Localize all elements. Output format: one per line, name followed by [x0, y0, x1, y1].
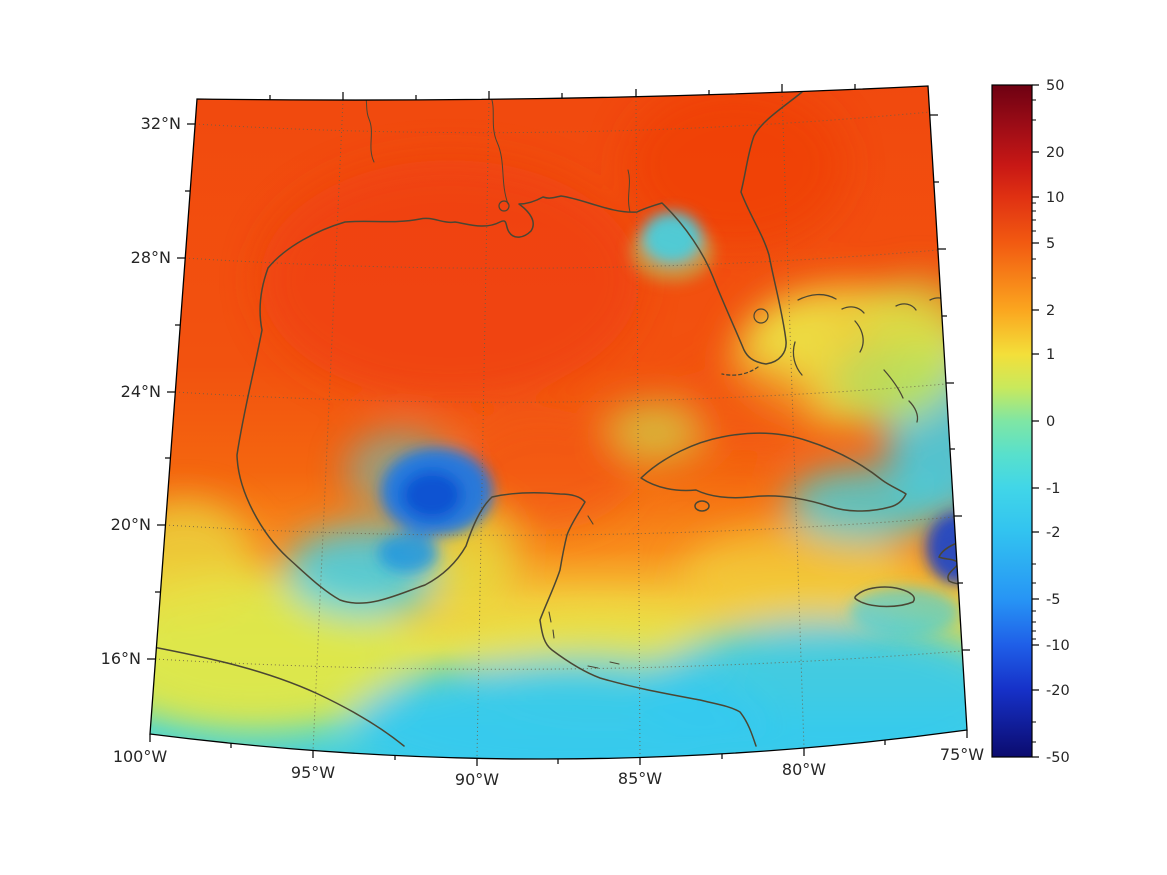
- cb-label-10: 10: [1046, 190, 1064, 206]
- lon-label-80w: 80°W: [782, 760, 826, 779]
- colorbar-gradient: [991, 84, 1033, 758]
- colorbar: 50 20 10 5 2 1 0 -1 -2 -5 -10 -20 -50: [991, 78, 1070, 766]
- lat-axis-labels: 32°N 28°N 24°N 20°N 16°N: [101, 114, 181, 668]
- cb-label-n5: -5: [1046, 592, 1060, 608]
- small-islands: [548, 515, 620, 669]
- lon-label-95w: 95°W: [291, 763, 335, 782]
- field-blobs-small: [378, 212, 967, 637]
- coastlines: [152, 91, 967, 747]
- lat-label-20n: 20°N: [111, 515, 151, 534]
- axis-ticks: [147, 84, 970, 766]
- lon-label-85w: 85°W: [618, 769, 662, 788]
- coast-cuba: [640, 432, 907, 512]
- lake-pontchartrain: [498, 200, 510, 212]
- lon-label-75w: 75°W: [940, 745, 984, 764]
- cb-label-50: 50: [1046, 78, 1064, 94]
- coast-pacific-mexico: [152, 646, 405, 747]
- field-layer: [150, 86, 967, 760]
- lat-label-32n: 32°N: [141, 114, 181, 133]
- coast-north-america: [236, 91, 803, 747]
- rivers: [364, 94, 631, 213]
- cb-label-n10: -10: [1046, 638, 1070, 654]
- map-frame: [147, 84, 970, 766]
- cb-label-2: 2: [1046, 303, 1055, 319]
- coast-jamaica: [854, 586, 915, 608]
- lon-label-90w: 90°W: [455, 770, 499, 789]
- colorbar-labels: 50 20 10 5 2 1 0 -1 -2 -5 -10 -20 -50: [1046, 78, 1070, 766]
- coast-bahamas: [792, 293, 951, 423]
- colorbar-ticks: [1032, 84, 1039, 758]
- cb-label-n1: -1: [1046, 481, 1060, 497]
- graticule: [154, 91, 963, 759]
- cb-label-1: 1: [1046, 347, 1055, 363]
- lon-axis-labels: 100°W 95°W 90°W 85°W 80°W 75°W: [113, 745, 984, 789]
- cb-label-n20: -20: [1046, 683, 1070, 699]
- lon-label-100w: 100°W: [113, 747, 168, 766]
- cb-label-n50: -50: [1046, 750, 1070, 766]
- cb-label-n2: -2: [1046, 525, 1060, 541]
- cb-label-20: 20: [1046, 145, 1064, 161]
- isla-juventud: [694, 500, 710, 512]
- lat-label-16n: 16°N: [101, 649, 141, 668]
- cb-label-5: 5: [1046, 236, 1055, 252]
- lat-label-28n: 28°N: [131, 248, 171, 267]
- lake-okeechobee: [753, 308, 769, 324]
- florida-keys: [721, 366, 759, 376]
- cb-label-0: 0: [1046, 414, 1055, 430]
- lat-label-24n: 24°N: [121, 382, 161, 401]
